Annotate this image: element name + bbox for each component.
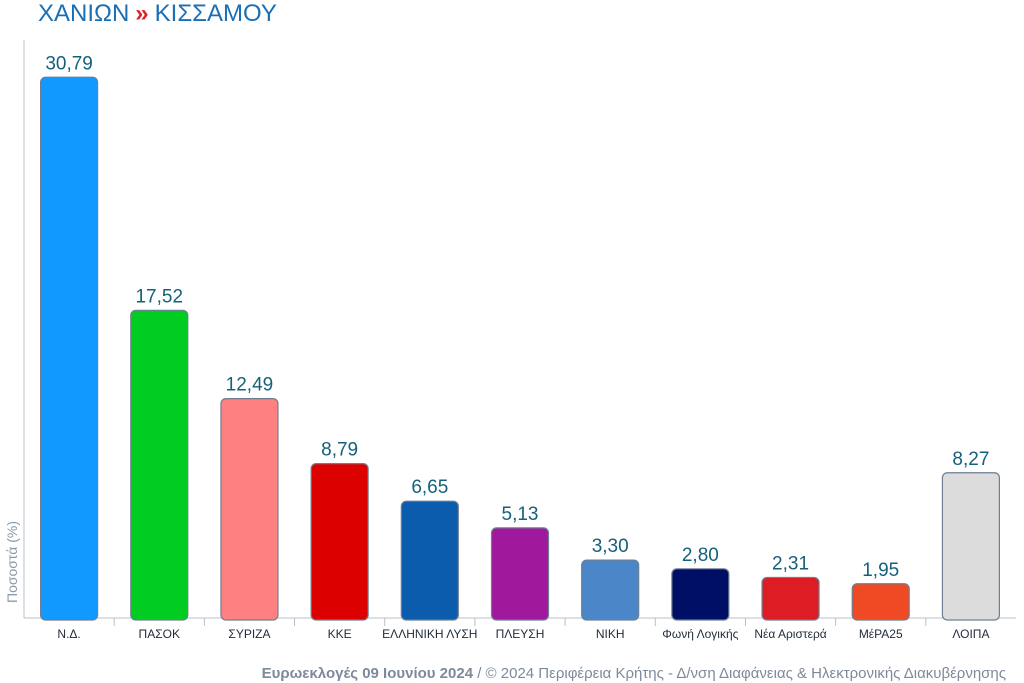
region-name: ΧΑΝΙΩΝ	[38, 0, 130, 27]
category-label: Ν.Δ.	[57, 627, 80, 641]
bar-νικη	[581, 559, 640, 621]
value-label: 6,65	[411, 477, 448, 498]
category-label: ΠΛΕΥΣΗ	[496, 627, 545, 641]
municipality-name: ΚΙΣΣΑΜΟΥ	[154, 0, 277, 27]
value-label: 3,30	[592, 536, 629, 557]
category-label: Νέα Αριστερά	[754, 627, 826, 641]
value-label: 17,52	[135, 286, 183, 307]
bar-λοιπα	[941, 472, 1001, 621]
footer: Ευρωεκλογές 09 Ιουνίου 2024 / © 2024 Περ…	[262, 665, 1006, 682]
value-label: 8,27	[952, 449, 989, 470]
category-label: ΜέΡΑ25	[859, 627, 903, 641]
breadcrumb-separator: »	[135, 0, 149, 27]
value-label: 2,80	[682, 545, 719, 566]
category-label: ΚΚΕ	[328, 627, 352, 641]
footer-event: Ευρωεκλογές 09 Ιουνίου 2024	[261, 665, 474, 682]
value-label: 5,13	[502, 504, 539, 525]
bar-φωνή-λογικής	[671, 568, 730, 621]
bar-πασοκ	[130, 309, 189, 621]
category-label: ΛΟΙΠΑ	[952, 627, 989, 641]
bar-chart: 30,79 Ν.Δ. 17,52 ΠΑΣΟΚ 12,49 ΣΥΡΙΖΑ 8,79 ΚΚΕ 6,6…	[23, 40, 1016, 641]
page-title: ΧΑΝΙΩΝ» ΚΙΣΣΑΜΟΥ	[38, 0, 277, 28]
category-label: ΠΑΣΟΚ	[139, 627, 180, 641]
bar-ν-δ	[39, 76, 99, 621]
bar-πλευση	[490, 527, 550, 621]
value-label: 1,95	[862, 560, 899, 581]
bar-νέα-αριστερά	[761, 576, 820, 621]
value-label: 8,79	[321, 440, 358, 461]
value-label: 12,49	[226, 375, 274, 396]
value-label: 2,31	[772, 553, 809, 574]
category-label: ΕΛΛΗΝΙΚΗ ΛΥΣΗ	[382, 627, 477, 641]
footer-credit: / © 2024 Περιφέρεια Κρήτης - Δ/νση Διαφά…	[473, 665, 1006, 682]
category-label: ΝΙΚΗ	[596, 627, 625, 641]
category-label: ΣΥΡΙΖΑ	[228, 627, 270, 641]
value-label: 30,79	[45, 53, 93, 74]
category-label: Φωνή Λογικής	[662, 627, 738, 641]
bar-συριζα	[220, 398, 279, 621]
bar-ελληνικη-λυση	[400, 500, 459, 621]
bar-κκε	[310, 463, 369, 621]
bar-μέρα25	[851, 583, 910, 621]
